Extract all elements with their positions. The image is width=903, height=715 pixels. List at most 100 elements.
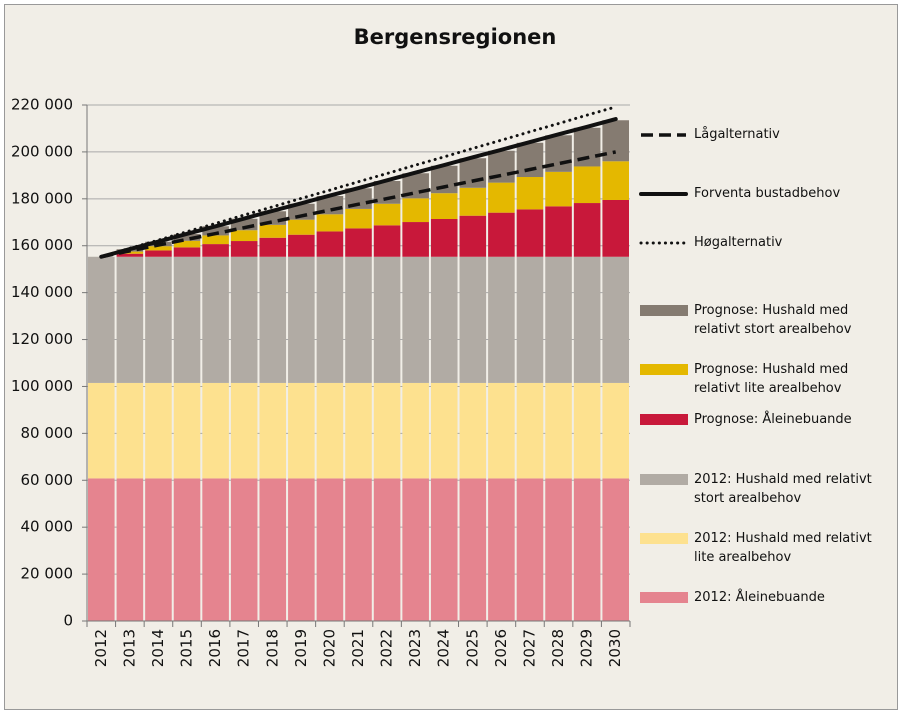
bar xyxy=(288,234,315,257)
legend-label: Forventa bustadbehov xyxy=(694,186,841,201)
x-tick-label: 2029 xyxy=(578,629,596,667)
bar xyxy=(202,235,229,245)
bar xyxy=(345,188,372,209)
line xyxy=(100,150,617,259)
bar xyxy=(173,256,201,383)
y-tick-label: 100 000 xyxy=(11,377,73,395)
legend-label: Prognose: Hushald med relativt stort are… xyxy=(694,303,852,337)
bar xyxy=(202,382,229,479)
x-tick-label: 2030 xyxy=(606,629,624,667)
bar xyxy=(516,142,544,178)
x-tick-label: 2017 xyxy=(235,629,253,667)
bar xyxy=(459,382,487,479)
x-tick-label: 2015 xyxy=(178,629,196,667)
bar xyxy=(230,478,258,621)
bar xyxy=(573,256,601,383)
y-tick-label: 60 000 xyxy=(21,471,74,489)
bar xyxy=(602,161,629,200)
bar xyxy=(430,165,458,194)
bar xyxy=(288,382,315,479)
legend-label: Prognose: Hushald med relativt lite area… xyxy=(694,362,849,396)
bar xyxy=(316,231,344,257)
bar xyxy=(202,226,229,236)
bar xyxy=(145,382,172,479)
bar xyxy=(373,225,401,257)
bar xyxy=(488,382,515,479)
bar xyxy=(345,382,372,479)
bar xyxy=(145,246,172,251)
bar xyxy=(202,244,229,257)
y-tick-label: 20 000 xyxy=(21,565,74,583)
y-tick-label: 180 000 xyxy=(11,189,73,207)
x-tick-label: 2028 xyxy=(549,629,567,667)
bar xyxy=(573,203,601,257)
line xyxy=(99,105,618,259)
bar xyxy=(288,219,315,235)
x-tick-label: 2018 xyxy=(263,629,281,667)
x-tick-label: 2020 xyxy=(320,629,338,667)
legend-label: Lågalternativ xyxy=(694,127,780,142)
bar xyxy=(516,256,544,383)
bar xyxy=(116,478,144,621)
bar xyxy=(488,182,515,213)
bar xyxy=(402,198,429,223)
bar xyxy=(259,224,287,238)
bar xyxy=(430,382,458,479)
x-tick-label: 2023 xyxy=(406,629,424,667)
x-tick-label: 2019 xyxy=(292,629,310,667)
bar xyxy=(516,209,544,257)
bar xyxy=(573,166,601,204)
y-tick-label: 80 000 xyxy=(21,424,74,442)
bar xyxy=(202,256,229,383)
bar xyxy=(173,382,201,479)
bar xyxy=(602,199,629,257)
legend-swatch xyxy=(640,474,688,485)
legend-swatch xyxy=(640,414,688,425)
bar xyxy=(459,256,487,383)
legend-label: 2012: Åleinebuande xyxy=(694,590,825,605)
bar xyxy=(116,382,144,479)
bar xyxy=(373,256,401,383)
bar xyxy=(516,177,544,210)
bar xyxy=(488,256,515,383)
bar xyxy=(259,478,287,621)
bar xyxy=(373,382,401,479)
bar xyxy=(88,382,115,479)
bar xyxy=(402,382,429,479)
bar xyxy=(173,247,201,257)
bar xyxy=(202,478,229,621)
x-tick-label: 2024 xyxy=(435,629,453,667)
legend-swatch xyxy=(640,533,688,544)
bar xyxy=(545,171,572,207)
bar xyxy=(173,478,201,621)
bar xyxy=(288,203,315,220)
x-tick-label: 2012 xyxy=(92,629,110,667)
bar xyxy=(88,256,115,383)
legend-label: 2012: Hushald med relativt lite arealbeh… xyxy=(694,531,872,565)
x-tick-label: 2022 xyxy=(378,629,396,667)
bar xyxy=(230,256,258,383)
y-tick-label: 120 000 xyxy=(11,330,73,348)
legend-swatch xyxy=(640,364,688,375)
y-tick-label: 40 000 xyxy=(21,518,74,536)
y-tick-label: 0 xyxy=(63,612,73,630)
bar xyxy=(402,222,429,257)
bar xyxy=(145,478,172,621)
bar xyxy=(459,215,487,257)
bar xyxy=(345,256,372,383)
bar xyxy=(316,214,344,232)
legend-swatch xyxy=(640,592,688,603)
x-tick-label: 2025 xyxy=(463,629,481,667)
x-tick-label: 2026 xyxy=(492,629,510,667)
bar xyxy=(602,478,629,621)
bar xyxy=(430,478,458,621)
bar xyxy=(259,237,287,257)
x-tick-label: 2016 xyxy=(206,629,224,667)
line xyxy=(99,117,618,259)
y-tick-label: 220 000 xyxy=(11,96,73,114)
bar xyxy=(345,478,372,621)
x-tick-label: 2021 xyxy=(349,629,367,667)
bar xyxy=(488,478,515,621)
